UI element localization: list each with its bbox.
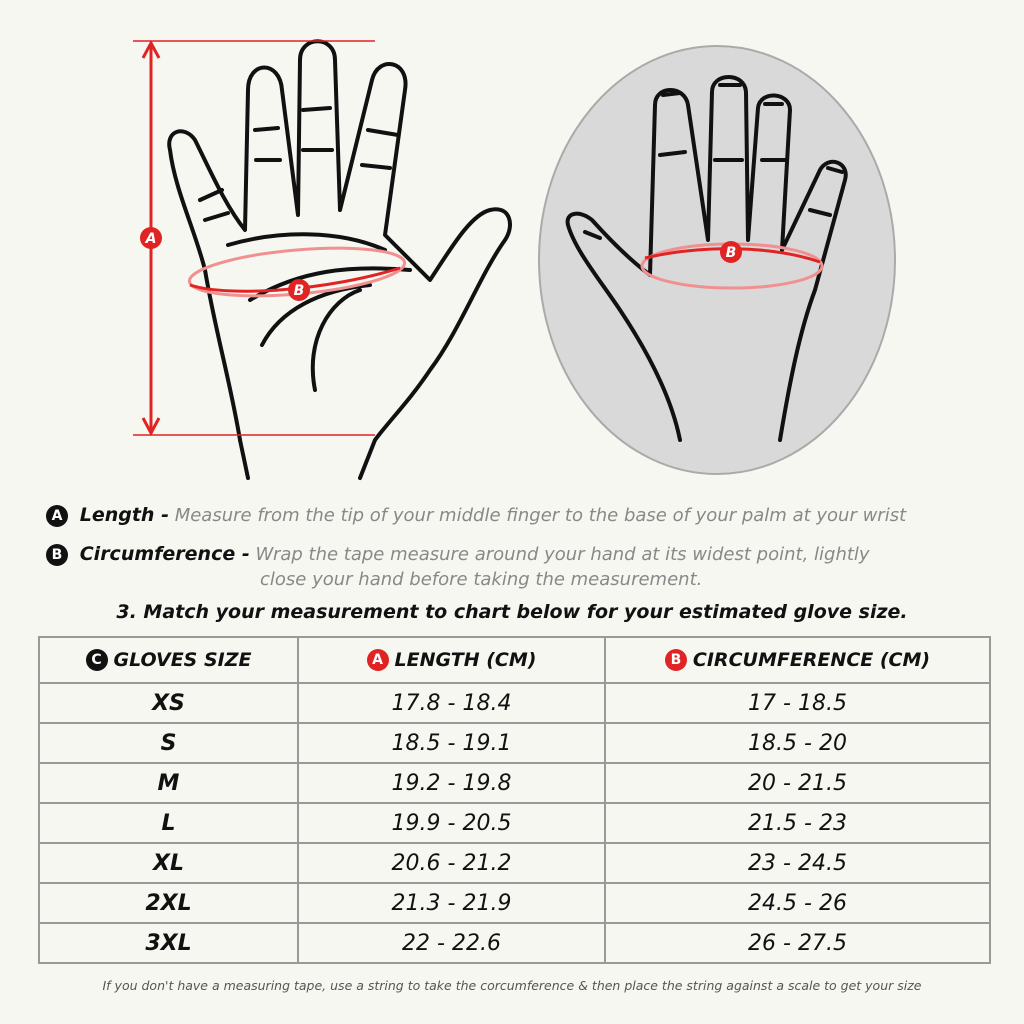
instruction: 3. Match your measurement to chart below… bbox=[116, 601, 908, 623]
footnote: If you don't have a measuring tape, use … bbox=[102, 978, 922, 993]
b-marker-icon: B bbox=[46, 544, 68, 566]
svg-text:B: B bbox=[294, 283, 305, 299]
table-row: M 19.2 - 19.8 20 - 21.5 bbox=[38, 762, 991, 804]
circumference-loop-icon: B bbox=[187, 246, 407, 301]
length-cell: 20.6 - 21.2 bbox=[297, 842, 606, 884]
length-cell: 21.3 - 21.9 bbox=[297, 882, 606, 924]
svg-text:B: B bbox=[726, 245, 737, 261]
size-cell: XL bbox=[38, 842, 299, 884]
circumference-label: Circumference - bbox=[79, 543, 250, 565]
length-cell: 18.5 - 19.1 bbox=[297, 722, 606, 764]
table-row: XL 20.6 - 21.2 23 - 24.5 bbox=[38, 842, 991, 884]
size-chart-table: C GLOVES SIZE A LENGTH (CM) B CIRCUMFERENCE… bbox=[38, 636, 991, 964]
table-row: 2XL 21.3 - 21.9 24.5 - 26 bbox=[38, 882, 991, 924]
length-cell: 22 - 22.6 bbox=[297, 922, 606, 964]
circumference-cell: 20 - 21.5 bbox=[604, 762, 991, 804]
size-cell: 3XL bbox=[38, 922, 299, 964]
a-marker-icon: A bbox=[366, 649, 389, 672]
back-hand-icon bbox=[565, 75, 848, 442]
length-arrow-icon: A bbox=[133, 39, 375, 437]
back-circumference-loop-icon: B bbox=[640, 241, 824, 290]
circumference-cell: 21.5 - 23 bbox=[604, 802, 991, 844]
palm-hand-icon bbox=[167, 39, 512, 480]
circumference-description: B Circumference - Wrap the tape measure … bbox=[46, 543, 870, 566]
length-cell: 19.2 - 19.8 bbox=[297, 762, 606, 804]
length-cell: 17.8 - 18.4 bbox=[297, 682, 606, 724]
oval-background bbox=[538, 45, 896, 475]
circumference-cell: 26 - 27.5 bbox=[604, 922, 991, 964]
size-cell: XS bbox=[38, 682, 299, 724]
circumference-cell: 18.5 - 20 bbox=[604, 722, 991, 764]
header-size: C GLOVES SIZE bbox=[38, 636, 299, 684]
circumference-text-2: close your hand before taking the measur… bbox=[260, 569, 703, 590]
table-header-row: C GLOVES SIZE A LENGTH (CM) B CIRCUMFERENCE… bbox=[38, 636, 991, 684]
c-marker-icon: C bbox=[85, 649, 108, 672]
hand-illustrations: A B B bbox=[133, 39, 896, 480]
header-length: A LENGTH (CM) bbox=[297, 636, 606, 684]
table-row: XS 17.8 - 18.4 17 - 18.5 bbox=[38, 682, 991, 724]
size-cell: L bbox=[38, 802, 299, 844]
circumference-text-1: Wrap the tape measure around your hand a… bbox=[255, 544, 870, 565]
circumference-cell: 23 - 24.5 bbox=[604, 842, 991, 884]
size-cell: 2XL bbox=[38, 882, 299, 924]
length-label: Length - bbox=[79, 504, 169, 526]
b-marker-icon: B bbox=[664, 649, 687, 672]
header-circumference: B CIRCUMFERENCE (CM) bbox=[604, 636, 991, 684]
svg-text:A: A bbox=[145, 231, 157, 247]
table-row: 3XL 22 - 22.6 26 - 27.5 bbox=[38, 922, 991, 964]
table-row: S 18.5 - 19.1 18.5 - 20 bbox=[38, 722, 991, 764]
size-cell: M bbox=[38, 762, 299, 804]
circumference-cell: 24.5 - 26 bbox=[604, 882, 991, 924]
length-text: Measure from the tip of your middle fing… bbox=[174, 505, 907, 526]
size-cell: S bbox=[38, 722, 299, 764]
a-marker-icon: A bbox=[46, 505, 68, 527]
circumference-cell: 17 - 18.5 bbox=[604, 682, 991, 724]
length-description: A Length - Measure from the tip of your … bbox=[46, 504, 906, 527]
length-cell: 19.9 - 20.5 bbox=[297, 802, 606, 844]
table-row: L 19.9 - 20.5 21.5 - 23 bbox=[38, 802, 991, 844]
